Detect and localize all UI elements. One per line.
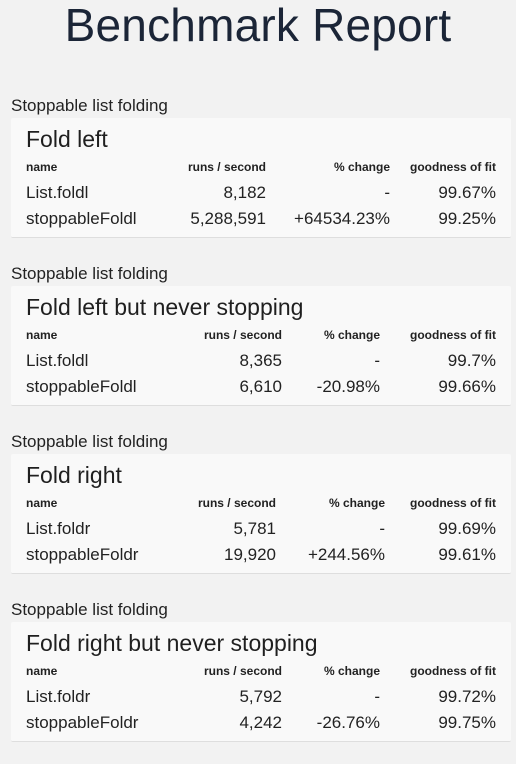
header-runs: runs / second: [203, 664, 282, 678]
header-name: name: [26, 328, 58, 342]
table-row: stoppableFoldr 19,920 +244.56% 99.61%: [26, 542, 496, 568]
table-row: stoppableFoldl 6,610 -20.98% 99.66%: [26, 374, 496, 400]
benchmark-card: Fold right but never stopping name runs …: [11, 622, 511, 742]
table-header-row: name runs / second % change goodness of …: [26, 154, 496, 180]
section-gap: [0, 238, 516, 264]
cell-name: stoppableFoldr: [26, 713, 139, 732]
cell-runs: 6,610: [239, 377, 282, 396]
cell-name: stoppableFoldl: [26, 209, 137, 228]
header-name: name: [26, 496, 58, 510]
group-title: Stoppable list folding: [11, 600, 168, 619]
cell-runs: 8,365: [239, 351, 282, 370]
cell-change: -: [374, 687, 380, 706]
table-row: List.foldr 5,781 - 99.69%: [26, 516, 496, 542]
header-runs: runs / second: [197, 496, 276, 510]
section-gap: [0, 574, 516, 600]
cell-runs: 8,182: [223, 183, 266, 202]
cell-fit: 99.72%: [438, 687, 496, 706]
results-table: name runs / second % change goodness of …: [26, 658, 496, 736]
table-row: stoppableFoldr 4,242 -26.76% 99.75%: [26, 710, 496, 736]
results-table: name runs / second % change goodness of …: [26, 490, 496, 568]
header-fit: goodness of fit: [410, 160, 496, 174]
table-row: List.foldl 8,182 - 99.67%: [26, 180, 496, 206]
cell-name: List.foldl: [26, 183, 89, 202]
benchmark-section-fold-left: Stoppable list folding Fold left name ru…: [0, 96, 516, 238]
benchmark-section-fold-left-never-stopping: Stoppable list folding Fold left but nev…: [0, 264, 516, 406]
section-gap: [0, 406, 516, 432]
table-header-row: name runs / second % change goodness of …: [26, 322, 496, 348]
benchmark-section-fold-right: Stoppable list folding Fold right name r…: [0, 432, 516, 574]
table-row: stoppableFoldl 5,288,591 +64534.23% 99.2…: [26, 206, 496, 232]
cell-runs: 5,781: [233, 519, 276, 538]
header-fit: goodness of fit: [410, 664, 496, 678]
cell-change: -: [374, 351, 380, 370]
cell-name: stoppableFoldr: [26, 545, 139, 564]
benchmark-title: Fold left: [26, 126, 108, 152]
table-header-row: name runs / second % change goodness of …: [26, 658, 496, 684]
cell-change: +64534.23%: [294, 209, 390, 228]
header-change: % change: [328, 496, 385, 510]
cell-runs: 4,242: [239, 713, 282, 732]
cell-runs: 5,288,591: [190, 209, 266, 228]
benchmark-card: Fold left but never stopping name runs /…: [11, 286, 511, 406]
group-title: Stoppable list folding: [11, 264, 168, 283]
cell-fit: 99.75%: [438, 713, 496, 732]
header-fit: goodness of fit: [410, 328, 496, 342]
results-table: name runs / second % change goodness of …: [26, 154, 496, 232]
cell-fit: 99.61%: [438, 545, 496, 564]
cell-name: List.foldr: [26, 687, 91, 706]
table-row: List.foldl 8,365 - 99.7%: [26, 348, 496, 374]
benchmark-title: Fold right but never stopping: [26, 630, 318, 656]
header-change: % change: [333, 160, 390, 174]
header-name: name: [26, 664, 58, 678]
cell-name: List.foldl: [26, 351, 89, 370]
cell-fit: 99.7%: [447, 351, 496, 370]
header-runs: runs / second: [187, 160, 266, 174]
cell-runs: 5,792: [239, 687, 282, 706]
cell-fit: 99.69%: [438, 519, 496, 538]
cell-name: stoppableFoldl: [26, 377, 137, 396]
cell-change: -: [379, 519, 385, 538]
results-table: name runs / second % change goodness of …: [26, 322, 496, 400]
table-row: List.foldr 5,792 - 99.72%: [26, 684, 496, 710]
cell-name: List.foldr: [26, 519, 91, 538]
benchmark-card: Fold left name runs / second % change go…: [11, 118, 511, 238]
group-title: Stoppable list folding: [11, 96, 168, 115]
header-name: name: [26, 160, 58, 174]
group-title: Stoppable list folding: [11, 432, 168, 451]
header-runs: runs / second: [203, 328, 282, 342]
title-spacer: [0, 56, 516, 96]
cell-runs: 19,920: [224, 545, 276, 564]
header-change: % change: [323, 328, 380, 342]
benchmark-title: Fold left but never stopping: [26, 294, 304, 320]
cell-change: -26.76%: [316, 713, 380, 732]
benchmark-card: Fold right name runs / second % change g…: [11, 454, 511, 574]
table-header-row: name runs / second % change goodness of …: [26, 490, 496, 516]
cell-fit: 99.66%: [438, 377, 496, 396]
cell-fit: 99.67%: [438, 183, 496, 202]
cell-change: -: [384, 183, 390, 202]
header-change: % change: [323, 664, 380, 678]
cell-change: -20.98%: [316, 377, 380, 396]
page-title: Benchmark Report: [64, 0, 452, 51]
benchmark-title: Fold right: [26, 462, 122, 488]
cell-change: +244.56%: [307, 545, 385, 564]
cell-fit: 99.25%: [438, 209, 496, 228]
header-fit: goodness of fit: [410, 496, 496, 510]
benchmark-section-fold-right-never-stopping: Stoppable list folding Fold right but ne…: [0, 600, 516, 742]
